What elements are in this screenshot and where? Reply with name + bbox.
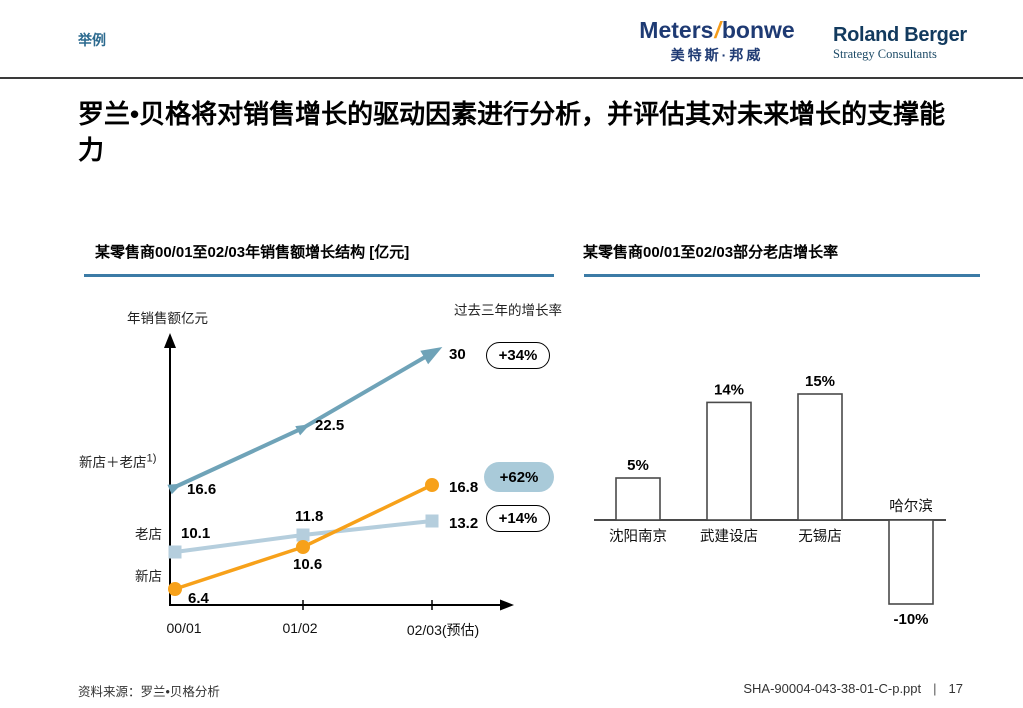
slide-tag: 举例 bbox=[78, 32, 106, 48]
svg-text:30: 30 bbox=[449, 346, 466, 363]
svg-text:14%: 14% bbox=[714, 381, 744, 398]
growth-badge-old: +14% bbox=[486, 505, 550, 532]
footer-page-number: 17 bbox=[948, 681, 963, 696]
svg-text:5%: 5% bbox=[627, 457, 649, 474]
metersbonwe-slash-icon: / bbox=[714, 17, 721, 43]
footer-doc-name: SHA-90004-043-38-01-C-p.ppt bbox=[743, 681, 922, 696]
footnote-marker: 1) bbox=[146, 452, 157, 465]
right-chart-heading: 某零售商00/01至02/03部分老店增长率 bbox=[583, 244, 839, 261]
svg-text:沈阳南京: 沈阳南京 bbox=[609, 528, 667, 545]
x-tick-0203: 02/03(预估) bbox=[406, 622, 480, 638]
metersbonwe-wordmark: Meters/bonwe bbox=[628, 19, 806, 42]
svg-text:13.2: 13.2 bbox=[449, 515, 478, 532]
series-label-old: 老店 bbox=[135, 527, 162, 542]
svg-text:10.6: 10.6 bbox=[293, 556, 322, 573]
left-heading-underline bbox=[84, 274, 554, 277]
roland-berger-logo: Roland Berger Strategy Consultants bbox=[833, 25, 973, 62]
footer-separator: | bbox=[933, 681, 937, 696]
series-label-total: 新店＋老店1) bbox=[79, 451, 157, 471]
svg-text:哈尔滨: 哈尔滨 bbox=[889, 498, 933, 515]
footer-source: 资料来源：罗兰•贝格分析 bbox=[78, 685, 220, 699]
footer-reference: SHA-90004-043-38-01-C-p.ppt | 17 bbox=[743, 681, 963, 696]
metersbonwe-logo: Meters/bonwe 美特斯·邦威 bbox=[628, 19, 806, 65]
growth-badge-new: +62% bbox=[484, 462, 554, 492]
metersbonwe-word-right: bonwe bbox=[721, 17, 795, 43]
header-divider bbox=[0, 77, 1023, 79]
series-label-new: 新店 bbox=[135, 569, 162, 584]
right-heading-underline bbox=[584, 274, 980, 277]
svg-text:10.1: 10.1 bbox=[181, 525, 210, 542]
left-chart-heading: 某零售商00/01至02/03年销售额增长结构 [亿元] bbox=[95, 244, 410, 261]
series-label-total-text: 新店＋老店 bbox=[79, 455, 147, 470]
svg-text:16.8: 16.8 bbox=[449, 479, 478, 496]
old-store-growth-bar-chart: 5% 沈阳南京 14% 武建设店 15% 无锡店 -10% 哈尔滨 bbox=[594, 373, 946, 628]
roland-berger-name: Roland Berger bbox=[833, 24, 967, 46]
metersbonwe-word-left: Meters bbox=[639, 17, 714, 43]
svg-text:15%: 15% bbox=[805, 373, 835, 390]
x-tick-0102: 01/02 bbox=[282, 620, 318, 636]
metersbonwe-chinese: 美特斯·邦威 bbox=[670, 47, 764, 63]
growth-annotation: 过去三年的增长率 bbox=[454, 303, 562, 318]
x-tick-0001: 00/01 bbox=[166, 620, 202, 636]
page-title: 罗兰•贝格将对销售增长的驱动因素进行分析，并评估其对未来增长的支撑能力 bbox=[78, 99, 946, 166]
svg-text:22.5: 22.5 bbox=[315, 417, 344, 434]
sales-growth-line-chart: 16.6 22.5 30 10.1 11.8 13.2 6.4 10.6 16.8 bbox=[164, 333, 514, 611]
svg-text:-10%: -10% bbox=[893, 611, 928, 628]
svg-text:无锡店: 无锡店 bbox=[798, 528, 842, 545]
roland-berger-subtitle: Strategy Consultants bbox=[833, 47, 937, 61]
svg-text:11.8: 11.8 bbox=[295, 508, 323, 525]
svg-text:武建设店: 武建设店 bbox=[700, 528, 758, 545]
svg-text:16.6: 16.6 bbox=[187, 481, 216, 498]
svg-text:6.4: 6.4 bbox=[188, 590, 210, 607]
growth-badge-total: +34% bbox=[486, 342, 550, 369]
y-axis-title: 年销售额亿元 bbox=[127, 311, 208, 326]
